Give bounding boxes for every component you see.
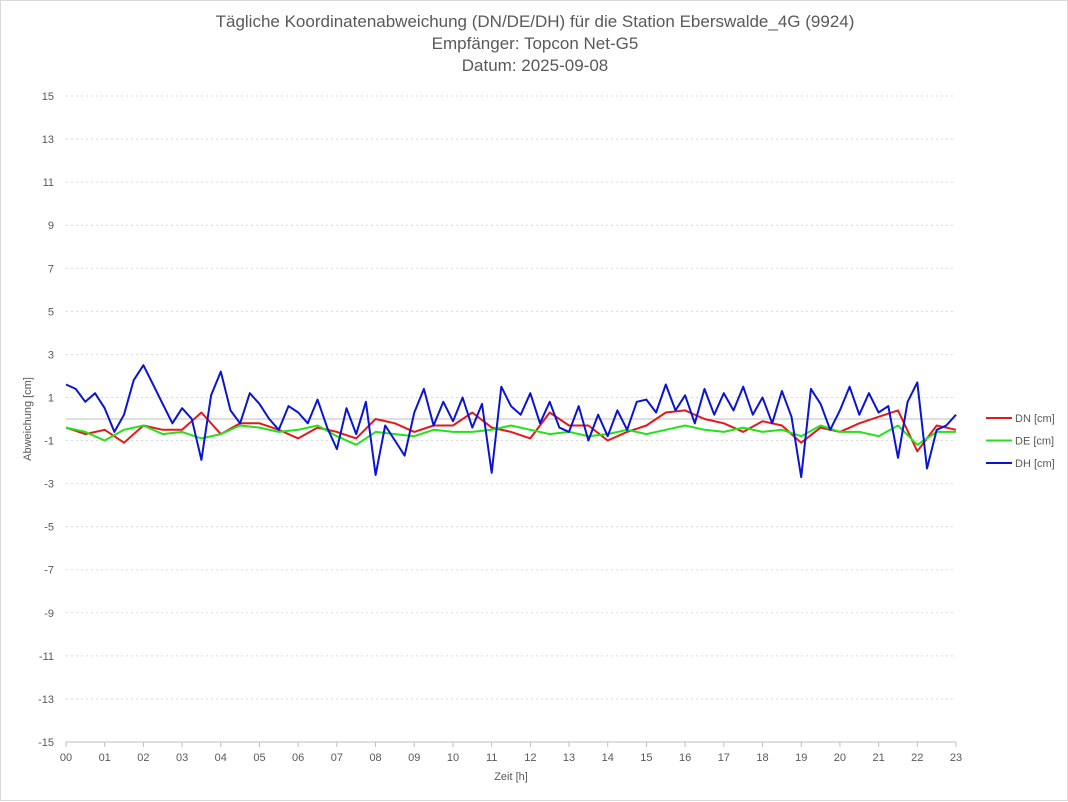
- x-tick-label: 18: [756, 752, 768, 764]
- data-series: [65, 364, 957, 479]
- x-tick-label: 02: [137, 752, 149, 764]
- legend-label: DN [cm]: [1015, 413, 1055, 425]
- x-tick-label: 14: [602, 752, 614, 764]
- y-tick-label: -9: [44, 608, 54, 620]
- y-tick-label: -3: [44, 479, 54, 491]
- x-tick-label: 00: [60, 752, 72, 764]
- chart-title-line-3: Datum: 2025-09-08: [461, 56, 609, 75]
- x-tick-label: 20: [834, 752, 846, 764]
- legend-label: DE [cm]: [1015, 436, 1054, 448]
- series-line-dh: [65, 364, 957, 479]
- x-tick-label: 17: [718, 752, 730, 764]
- y-tick-label: 13: [42, 134, 54, 146]
- y-tick-label: 5: [48, 306, 54, 318]
- x-tick-label: 08: [369, 752, 381, 764]
- x-tick-label: 04: [215, 752, 227, 764]
- y-tick-label: 11: [43, 177, 54, 189]
- y-tick-label: -1: [44, 436, 54, 448]
- x-tick-label: 12: [524, 752, 536, 764]
- x-tick-label: 09: [408, 752, 420, 764]
- chart-title-line-1: Tägliche Koordinatenabweichung (DN/DE/DH…: [215, 12, 855, 31]
- legend: DN [cm] DE [cm] DH [cm]: [986, 413, 1055, 470]
- x-tick-label: 23: [950, 752, 962, 764]
- x-tick-label: 01: [99, 752, 111, 764]
- y-tick-label: 7: [48, 263, 54, 275]
- x-tick-label: 10: [447, 752, 459, 764]
- y-axis-title: Abweichung [cm]: [22, 377, 34, 461]
- chart-title: Tägliche Koordinatenabweichung (DN/DE/DH…: [1, 11, 1068, 77]
- y-tick-label: 1: [48, 392, 54, 404]
- x-tick-label: 03: [176, 752, 188, 764]
- series-line-dn: [65, 409, 957, 453]
- y-tick-label: 9: [48, 220, 54, 232]
- gridlines: [66, 95, 956, 743]
- y-tick-label: -5: [44, 522, 54, 534]
- x-tick-label: 05: [253, 752, 265, 764]
- y-tick-label: 3: [48, 349, 54, 361]
- x-tick-label: 15: [640, 752, 652, 764]
- x-tick-label: 16: [679, 752, 691, 764]
- x-tick-label: 21: [872, 752, 884, 764]
- axes: 15 13 11 9 7 5 3 1 -1 -3 -5 -7 -9 -11 -13 -15 00 01 02 03 04…: [22, 91, 962, 783]
- x-tick-label: 06: [292, 752, 304, 764]
- y-tick-label: 15: [42, 91, 54, 103]
- y-tick-label: -15: [38, 737, 54, 749]
- x-axis-title: Zeit [h]: [494, 771, 528, 783]
- x-tick-label: 07: [331, 752, 343, 764]
- y-tick-label: -13: [38, 694, 54, 706]
- series-line-de: [65, 424, 956, 446]
- y-tick-label: -11: [39, 651, 54, 663]
- x-tick-label: 19: [795, 752, 807, 764]
- x-tick-label: 11: [486, 752, 497, 764]
- chart-title-line-2: Empfänger: Topcon Net-G5: [431, 34, 639, 53]
- legend-label: DH [cm]: [1015, 458, 1055, 470]
- x-tick-label: 22: [911, 752, 923, 764]
- y-tick-label: -7: [44, 565, 54, 577]
- x-tick-label: 13: [563, 752, 575, 764]
